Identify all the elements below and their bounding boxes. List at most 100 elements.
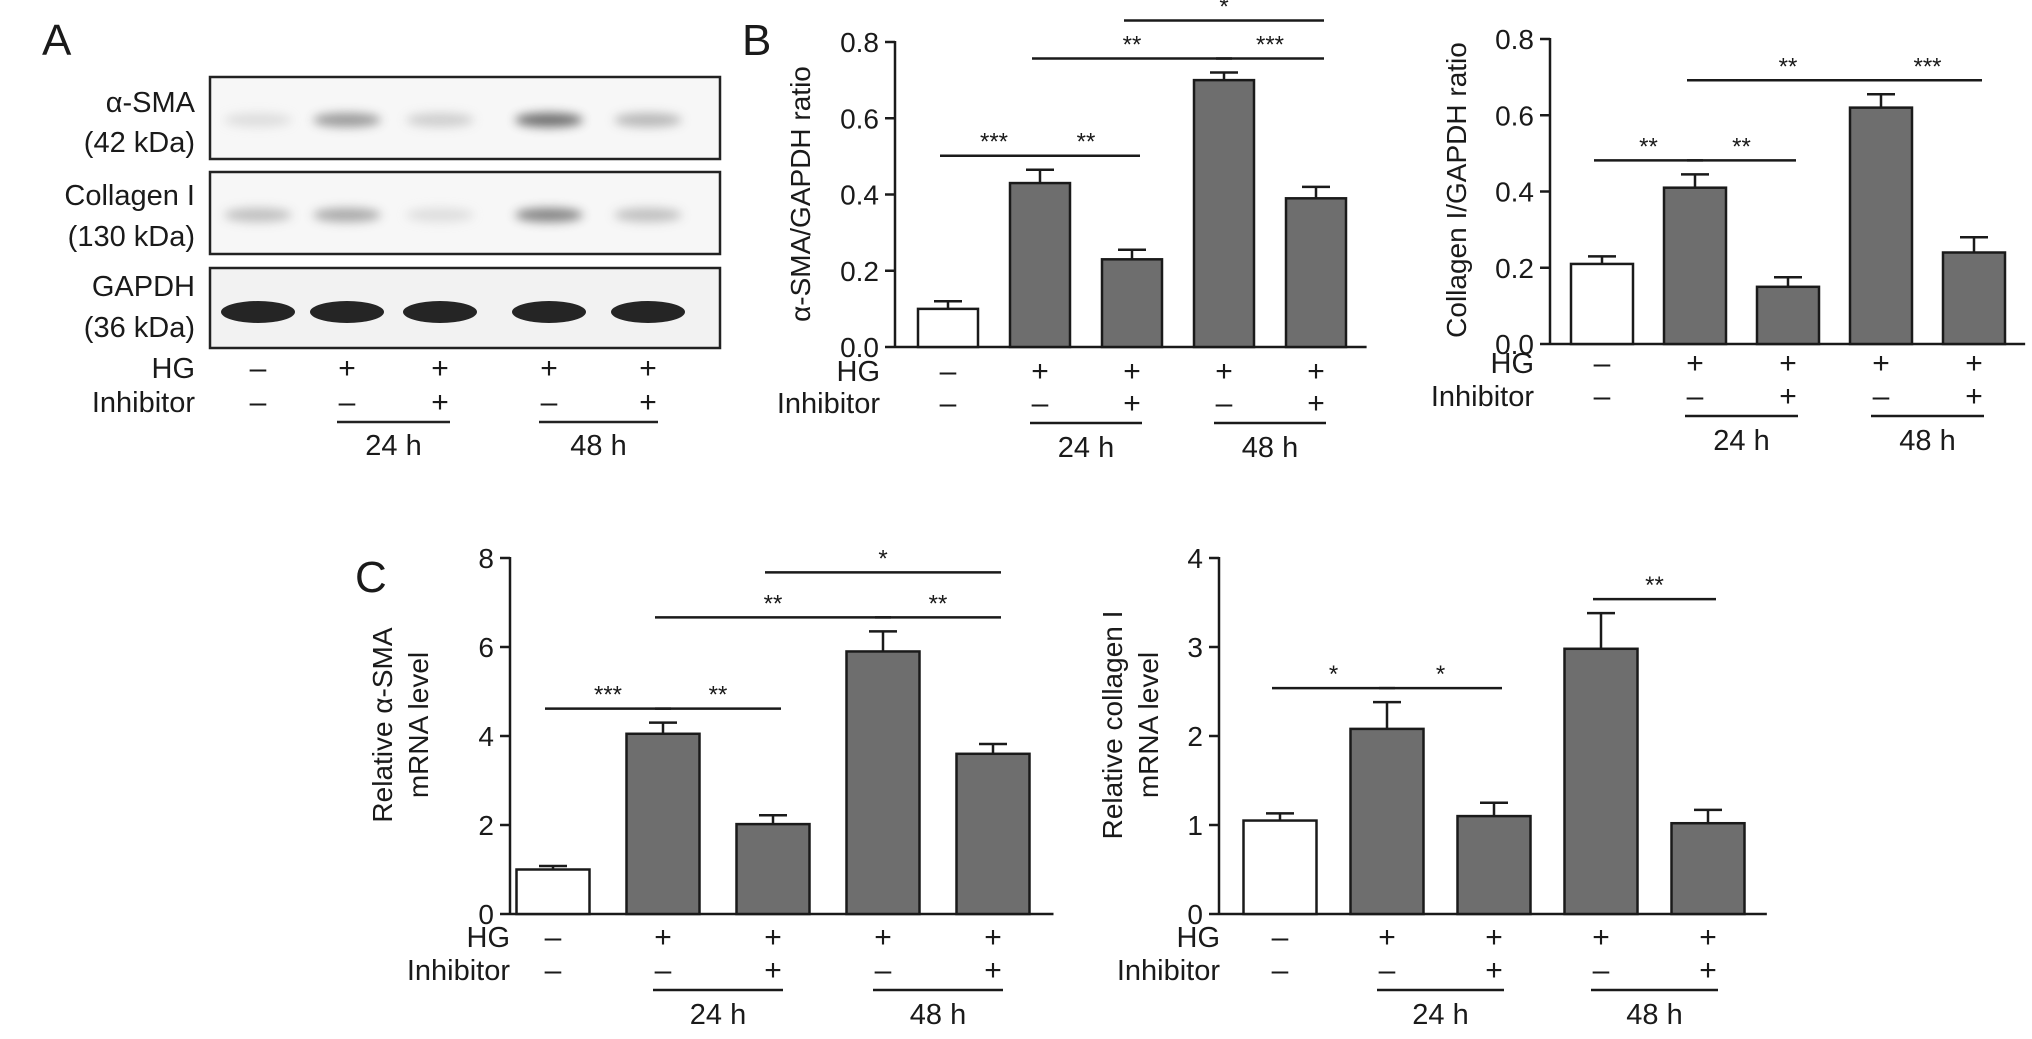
y-tick-label: 0 (1187, 899, 1203, 930)
inhibitor-sign: – (655, 954, 672, 987)
blot-band (406, 113, 474, 127)
group-label: 48 h (570, 430, 626, 462)
bar (845, 650, 921, 916)
blot-band (224, 208, 292, 222)
significance-label: * (878, 545, 887, 572)
y-axis-label-line: mRNA level (1133, 652, 1164, 798)
inhibitor-sign: + (1307, 387, 1325, 420)
y-tick-label: 2 (1187, 721, 1203, 752)
hg-sign: + (1215, 355, 1233, 388)
inhibitor-sign: – (339, 386, 356, 419)
y-tick-label: 0 (478, 899, 494, 930)
significance-label: ** (1732, 133, 1751, 160)
hg-sign: + (639, 352, 657, 385)
inhibitor-sign: + (1779, 380, 1797, 413)
y-tick-label: 4 (1187, 543, 1203, 574)
blot-band (611, 301, 685, 323)
hg-sign: + (1378, 921, 1396, 954)
hg-sign: + (984, 921, 1002, 954)
y-tick-label: 0.2 (1495, 253, 1534, 284)
y-tick-label: 1 (1187, 810, 1203, 841)
significance-label: *** (1913, 53, 1941, 80)
significance-label: ** (1779, 53, 1798, 80)
inhibitor-sign: + (431, 386, 449, 419)
blot-band (221, 301, 295, 323)
hg-sign: + (1031, 355, 1049, 388)
hg-label: HG (1491, 348, 1535, 380)
blot-label-asma-name: α-SMA (106, 87, 196, 119)
significance-label: * (1329, 661, 1338, 688)
inhibitor-sign: + (764, 954, 782, 987)
significance-label: ** (1645, 572, 1664, 599)
significance-label: * (1436, 661, 1445, 688)
blot-band (614, 208, 682, 222)
hg-sign: + (1699, 921, 1717, 954)
bar (1670, 821, 1746, 916)
hg-sign: + (431, 352, 449, 385)
panel-a-western-blot: A α-SMA (42 kDa) Collagen I (130 kDa) GA… (42, 16, 722, 462)
blot-band (406, 208, 474, 222)
y-axis-label-line: mRNA level (403, 652, 434, 798)
bar (916, 307, 980, 349)
hg-label: HG (837, 356, 881, 388)
inhibitor-sign: + (639, 386, 657, 419)
hg-sign: + (1307, 355, 1325, 388)
hg-sign: + (1686, 347, 1704, 380)
y-tick-label: 4 (478, 721, 494, 752)
y-axis-label: Relative α-SMA mRNA level (367, 627, 434, 822)
hg-sign: + (1872, 347, 1890, 380)
group-label: 24 h (1412, 999, 1468, 1031)
hg-sign: + (540, 352, 558, 385)
y-axis-label: Collagen I/GAPDH ratio (1441, 42, 1472, 338)
hg-sign: – (1272, 921, 1289, 954)
blot-band (313, 208, 381, 222)
significance-label: ** (709, 682, 728, 709)
blot-band (515, 208, 583, 222)
hg-sign: + (654, 921, 672, 954)
blot-label-gapdh-name: GAPDH (92, 271, 195, 303)
bar (1662, 186, 1728, 346)
group-label: 24 h (365, 430, 421, 462)
hg-sign: + (1485, 921, 1503, 954)
inhibitor-sign: – (1032, 387, 1049, 420)
bar (1456, 814, 1532, 916)
significance-label: ** (1639, 133, 1658, 160)
significance-label: ** (929, 590, 948, 617)
bar (735, 822, 811, 916)
y-tick-label: 0.6 (1495, 100, 1534, 131)
y-axis-label: α-SMA/GAPDH ratio (785, 66, 816, 322)
inhibitor-sign: – (1593, 954, 1610, 987)
y-tick-label: 0.0 (840, 332, 879, 363)
y-tick-label: 0.4 (1495, 177, 1534, 208)
bar (515, 868, 591, 916)
hg-sign: + (1123, 355, 1141, 388)
bar (1563, 647, 1639, 916)
group-label: 48 h (1626, 999, 1682, 1031)
inhibitor-sign: – (940, 387, 957, 420)
bar (1941, 251, 2007, 346)
significance-label: ** (764, 590, 783, 617)
y-tick-label: 0.8 (840, 27, 879, 58)
blot-band (224, 113, 292, 127)
panel-label-c: C (355, 553, 387, 602)
group-label: 24 h (1713, 425, 1769, 457)
hg-sign: + (874, 921, 892, 954)
bar (1284, 197, 1348, 349)
inhibitor-label: Inhibitor (1117, 955, 1221, 987)
bar (1848, 106, 1914, 346)
inhibitor-sign: – (1272, 954, 1289, 987)
blot-label-asma-size: (42 kDa) (84, 127, 195, 159)
inhibitor-sign: – (545, 954, 562, 987)
inhibitor-sign: + (1123, 387, 1141, 420)
inhibitor-sign: – (1873, 380, 1890, 413)
inhibitor-sign: – (1216, 387, 1233, 420)
blot-band (614, 113, 682, 127)
blot-label-gapdh-size: (36 kDa) (84, 312, 195, 344)
bar (1242, 819, 1318, 916)
significance-label: *** (980, 129, 1008, 156)
hg-sign: – (250, 352, 267, 385)
group-label: 48 h (910, 999, 966, 1031)
